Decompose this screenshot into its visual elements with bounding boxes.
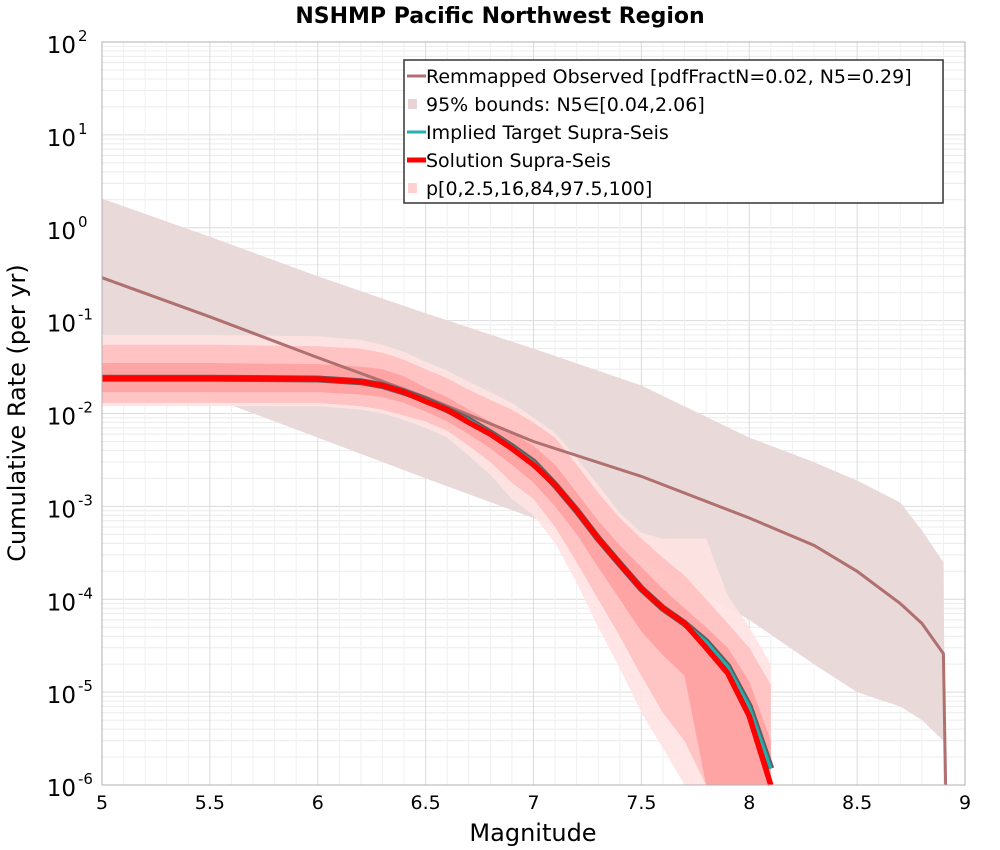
y-tick-exponent: 2 xyxy=(78,27,88,45)
legend-box xyxy=(403,59,944,204)
legend-swatch-band xyxy=(408,183,417,193)
x-axis-label: Magnitude xyxy=(469,819,596,847)
y-tick-base: 10 xyxy=(47,126,76,152)
y-tick-base: 10 xyxy=(47,312,76,338)
y-tick-base: 10 xyxy=(47,776,76,802)
y-tick-label: 10 -1 xyxy=(47,306,93,338)
legend-label: Solution Supra-Seis xyxy=(426,150,611,172)
y-tick-base: 10 xyxy=(47,497,76,523)
y-tick-label: 10 1 xyxy=(47,120,88,152)
legend-item: Implied Target Supra-Seis xyxy=(407,122,669,144)
plot-frame xyxy=(101,41,966,786)
y-tick-exponent: -1 xyxy=(78,306,93,324)
y-tick-label: 10 -3 xyxy=(47,491,93,523)
y-axis-label: Cumulative Rate (per yr) xyxy=(3,264,31,562)
band-p16-p84 xyxy=(102,363,771,785)
x-tick-label: 5.5 xyxy=(195,792,225,814)
y-tick-exponent: -4 xyxy=(78,584,93,602)
x-tick-label: 5 xyxy=(96,792,108,814)
y-tick-exponent: -3 xyxy=(78,491,93,509)
legend-item: Remmapped Observed [pdfFractN=0.02, N5=0… xyxy=(407,66,912,88)
legend-label: Implied Target Supra-Seis xyxy=(426,122,669,144)
legend-label: p[0,2.5,16,84,97.5,100] xyxy=(426,178,652,200)
y-tick-exponent: -2 xyxy=(78,399,93,417)
y-tick-base: 10 xyxy=(47,33,76,59)
series-solution-supra-seis xyxy=(102,375,774,786)
y-tick-exponent: -6 xyxy=(78,770,93,788)
legend: Remmapped Observed [pdfFractN=0.02, N5=0… xyxy=(403,59,944,204)
y-tick-label: 10 2 xyxy=(47,27,88,59)
y-tick-exponent: 0 xyxy=(78,213,88,231)
chart-title: NSHMP Pacific Northwest Region xyxy=(295,4,704,29)
x-tick-label: 6 xyxy=(312,792,324,814)
plot-area xyxy=(101,198,948,786)
y-tick-exponent: 1 xyxy=(78,120,88,138)
y-tick-label: 10 0 xyxy=(47,213,88,245)
x-tick-label: 7 xyxy=(527,792,539,814)
x-tick-label: 9 xyxy=(959,792,971,814)
legend-item: 95% bounds: N5∈[0.04,2.06] xyxy=(408,94,705,116)
y-tick-base: 10 xyxy=(47,683,76,709)
y-tick-base: 10 xyxy=(47,219,76,245)
legend-item: p[0,2.5,16,84,97.5,100] xyxy=(408,178,652,200)
legend-label: Remmapped Observed [pdfFractN=0.02, N5=0… xyxy=(426,66,912,88)
y-tick-base: 10 xyxy=(47,405,76,431)
x-tick-label: 6.5 xyxy=(411,792,441,814)
legend-item: Solution Supra-Seis xyxy=(407,150,611,172)
y-tick-label: 10 -4 xyxy=(47,584,93,616)
y-tick-label: 10 -2 xyxy=(47,399,93,431)
x-tick-label: 7.5 xyxy=(626,792,656,814)
y-tick-label: 10 -6 xyxy=(47,770,93,802)
x-tick-label: 8 xyxy=(743,792,755,814)
legend-swatch-band xyxy=(408,99,417,109)
series-remmapped-observed xyxy=(101,276,948,786)
y-tick-base: 10 xyxy=(47,590,76,616)
y-tick-label: 10 -5 xyxy=(47,677,93,709)
x-tick-label: 8.5 xyxy=(842,792,872,814)
legend-label: 95% bounds: N5∈[0.04,2.06] xyxy=(426,94,705,116)
y-tick-exponent: -5 xyxy=(78,677,93,695)
